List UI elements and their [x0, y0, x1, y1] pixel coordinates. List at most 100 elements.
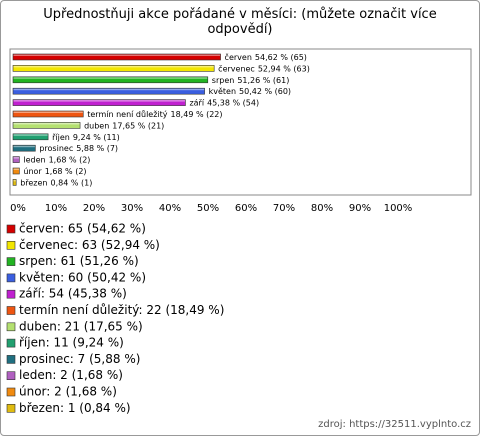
- value-label: 52,94 % (63): [258, 64, 310, 73]
- bar-label: termín není důležitý 18,49 % (22): [87, 109, 222, 119]
- legend-label: září: 54 (45,38 %): [19, 287, 127, 301]
- bar-shine: [13, 179, 16, 182]
- bar: [12, 99, 186, 106]
- legend-swatch: [6, 257, 16, 266]
- x-tick-label: 10%: [45, 203, 67, 214]
- legend-label: duben: 21 (17,65 %): [19, 319, 143, 333]
- legend-label: květen: 60 (50,42 %): [19, 270, 146, 284]
- x-tick-label: 90%: [349, 203, 371, 214]
- legend-swatch: [6, 322, 16, 332]
- bar-shine: [13, 88, 205, 91]
- value-label: 5,88 % (7): [76, 144, 118, 153]
- bar-shine: [13, 111, 83, 113]
- bar: [12, 110, 84, 118]
- bar: [12, 144, 36, 152]
- legend-swatch: [6, 355, 16, 364]
- bar-category: leden: [23, 155, 45, 164]
- bar-label: duben 17,65 % (21): [84, 121, 164, 130]
- bar-label: únor 1,68 % (2): [23, 167, 86, 176]
- value-label: 54,62 % (65): [255, 53, 307, 62]
- bar-category: prosinec: [39, 144, 73, 153]
- legend-label: červenec: 63 (52,94 %): [19, 238, 160, 252]
- bar: [12, 122, 81, 129]
- bar-category: září: [189, 98, 204, 107]
- bar-shine: [13, 122, 80, 125]
- bar-shine: [13, 145, 35, 148]
- bar: [12, 156, 20, 163]
- x-tick-label: 80%: [311, 203, 333, 214]
- legend-swatch: [6, 403, 16, 413]
- bar-shine: [13, 100, 185, 102]
- bar: [12, 167, 20, 175]
- bar-label: srpen 51,26 % (61): [212, 75, 290, 84]
- bar: [12, 133, 49, 141]
- legend-label: červen: 65 (54,62 %): [19, 222, 146, 236]
- bar: [12, 65, 215, 72]
- value-label: 45,38 % (54): [207, 98, 259, 107]
- bar-label: prosinec 5,88 % (7): [39, 144, 118, 153]
- legend-swatch: [6, 306, 16, 315]
- value-label: 51,26 % (61): [237, 75, 289, 84]
- source: zdroj: https://32511.vyplnto.cz: [318, 419, 471, 430]
- legend-label: prosinec: 7 (5,88 %): [19, 352, 140, 366]
- x-tick-label: 70%: [273, 203, 295, 214]
- x-tick-label: 40%: [159, 203, 181, 214]
- bar: [12, 53, 221, 61]
- bar-label: říjen 9,24 % (11): [52, 132, 120, 141]
- x-tick-label: 50%: [197, 203, 219, 214]
- legend-label: říjen: 11 (9,24 %): [19, 336, 124, 350]
- bar-category: duben: [84, 121, 109, 130]
- bar-category: březen: [20, 178, 47, 187]
- bar-category: květen: [209, 87, 236, 96]
- legend-swatch: [6, 273, 16, 283]
- legend-swatch: [6, 338, 16, 348]
- legend-swatch: [6, 387, 16, 397]
- bar-shine: [13, 168, 19, 170]
- x-tick-label: 100%: [384, 203, 413, 214]
- bar-category: termín není důležitý: [87, 109, 168, 119]
- chart-title: Upřednostňuji akce pořádané v měsíci: (m…: [43, 7, 437, 37]
- bar-label: leden 1,68 % (2): [23, 155, 90, 164]
- bar-category: únor: [23, 167, 42, 176]
- x-tick-label: 30%: [121, 203, 143, 214]
- value-label: 9,24 % (11): [73, 132, 120, 141]
- plot-frame: [9, 48, 472, 196]
- value-label: 17,65 % (21): [112, 121, 164, 130]
- legend-label: březen: 1 (0,84 %): [19, 401, 131, 415]
- bar-label: červen 54,62 % (65): [225, 52, 307, 62]
- bar-label: březen 0,84 % (1): [20, 178, 92, 187]
- x-tick-label: 20%: [83, 203, 105, 214]
- x-tick-label: 60%: [235, 203, 257, 214]
- value-label: 0,84 % (1): [51, 178, 93, 187]
- bar-category: červenec: [218, 63, 255, 73]
- bar-shine: [13, 134, 48, 136]
- bar-category: srpen: [212, 75, 235, 84]
- bar-shine: [13, 157, 19, 159]
- bar: [12, 76, 209, 84]
- legend-label: leden: 2 (1,68 %): [19, 368, 123, 382]
- value-label: 1,68 % (2): [49, 155, 91, 164]
- legend-swatch: [6, 289, 16, 299]
- bar-shine: [13, 54, 221, 56]
- value-label: 1,68 % (2): [45, 167, 87, 176]
- value-label: 18,49 % (22): [171, 110, 223, 119]
- legend-swatch: [6, 224, 16, 234]
- value-label: 50,42 % (60): [239, 87, 291, 96]
- bar-category: říjen: [52, 132, 70, 141]
- legend-label: únor: 2 (1,68 %): [19, 385, 117, 399]
- bar-shine: [13, 77, 208, 79]
- legend-swatch: [6, 371, 16, 381]
- bar-category: červen: [225, 52, 252, 62]
- bar-label: červenec 52,94 % (63): [218, 63, 310, 73]
- legend-label: srpen: 61 (51,26 %): [19, 254, 139, 268]
- bar-shine: [13, 65, 214, 68]
- x-tick-label: 0%: [10, 203, 26, 214]
- bar-label: září 45,38 % (54): [189, 98, 259, 107]
- bar: [12, 87, 205, 95]
- legend-label: termín není důležitý: 22 (18,49 %): [19, 303, 224, 317]
- bar: [12, 179, 17, 186]
- bar-label: květen 50,42 % (60): [209, 87, 291, 96]
- legend-swatch: [6, 241, 16, 250]
